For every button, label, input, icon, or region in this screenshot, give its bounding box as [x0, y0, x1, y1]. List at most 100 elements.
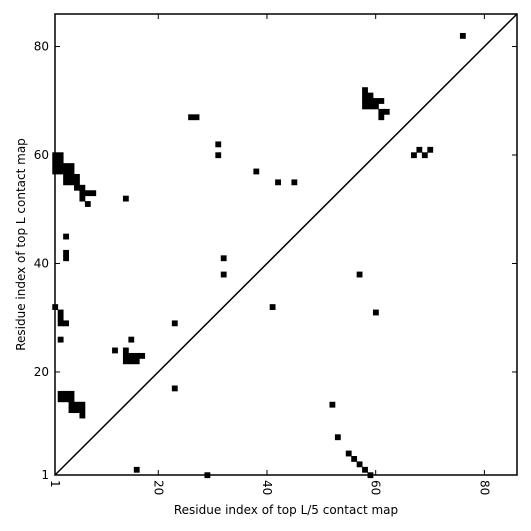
contact-point-upper [57, 390, 64, 397]
contact-point-upper [68, 401, 75, 408]
contact-point-upper [63, 255, 69, 262]
contact-point-upper [68, 407, 75, 414]
contact-point-upper [275, 179, 281, 186]
contact-point-upper [133, 352, 140, 359]
contact-point-upper [372, 309, 379, 316]
contact-point-lower [356, 461, 363, 468]
x-tick-label: 80 [477, 480, 491, 495]
contact-point-upper [215, 152, 222, 159]
contact-point-upper [57, 396, 64, 403]
contact-point-upper [139, 352, 146, 359]
contact-point-upper [367, 98, 374, 104]
contact-point-upper [63, 233, 69, 240]
contact-point-upper [122, 195, 129, 202]
y-tick-label: 1 [41, 468, 49, 482]
contact-point-upper [171, 385, 178, 392]
contact-point-upper [367, 103, 374, 110]
contact-point-upper [378, 108, 385, 115]
contact-point-upper [79, 401, 86, 408]
contact-point-upper [427, 146, 434, 153]
x-tick-label: 1 [48, 480, 62, 488]
contact-point-upper [362, 98, 368, 104]
x-tick-label: 20 [151, 480, 165, 495]
contact-point-upper [63, 249, 69, 256]
contact-point-upper [90, 190, 97, 197]
y-tick-label: 40 [34, 256, 49, 270]
data-points [52, 32, 466, 479]
contact-point-upper [68, 179, 75, 186]
x-axis-ticks: 1 20 40 60 80 [48, 14, 491, 495]
contact-point-upper [411, 152, 417, 159]
contact-point-upper [79, 407, 86, 414]
contact-point-upper [291, 179, 298, 186]
contact-point-upper [79, 195, 86, 202]
contact-point-upper [74, 401, 80, 408]
contact-point-lower [345, 450, 352, 457]
contact-point-upper [378, 114, 385, 121]
contact-point-upper [193, 114, 200, 121]
contact-point-upper [215, 141, 222, 148]
contact-point-upper [63, 168, 69, 175]
contact-point-upper [68, 173, 75, 180]
x-tick-label: 40 [260, 480, 274, 495]
contact-point-upper [74, 179, 80, 186]
contact-point-upper [128, 352, 135, 359]
y-axis-label: Residue index of top L contact map [14, 138, 28, 351]
contact-point-lower [362, 466, 368, 473]
contact-point-upper [416, 146, 423, 153]
contact-point-upper [63, 179, 69, 186]
contact-point-lower [334, 434, 341, 441]
contact-point-upper [57, 315, 64, 321]
contact-point-upper [68, 163, 75, 169]
contact-point-upper [63, 173, 69, 180]
contact-point-upper [362, 103, 368, 110]
contact-point-upper [220, 271, 227, 278]
contact-point-upper [74, 173, 80, 180]
y-axis-ticks: 1 20 40 60 80 [34, 40, 517, 482]
contact-point-upper [112, 347, 118, 354]
contact-point-upper [57, 163, 64, 169]
contact-point-upper [128, 336, 135, 343]
contact-point-upper [220, 255, 227, 262]
contact-point-upper [372, 98, 379, 104]
contact-point-upper [57, 320, 64, 327]
contact-point-upper [74, 407, 80, 414]
contact-point-upper [57, 152, 64, 159]
y-tick-label: 80 [34, 40, 49, 54]
contact-point-upper [63, 320, 69, 327]
contact-point-upper [269, 304, 276, 310]
contact-point-upper [68, 396, 75, 403]
contact-point-upper [383, 108, 390, 115]
x-tick-label: 60 [369, 480, 383, 495]
contact-point-upper [362, 87, 368, 94]
contact-point-upper [74, 184, 80, 191]
x-axis-label: Residue index of top L/5 contact map [174, 503, 398, 517]
contact-point-upper [372, 103, 379, 110]
contact-point-upper [79, 184, 86, 191]
y-tick-label: 60 [34, 148, 49, 162]
contact-point-upper [68, 390, 75, 397]
contact-point-upper [122, 352, 129, 359]
contact-point-upper [57, 336, 64, 343]
contact-point-upper [128, 358, 135, 365]
contact-point-upper [57, 309, 64, 316]
contact-point-upper [63, 163, 69, 169]
contact-point-upper [57, 168, 64, 175]
contact-point-upper [79, 412, 86, 419]
contact-point-lower [329, 401, 336, 408]
contact-point-upper [63, 396, 69, 403]
contact-point-upper [253, 168, 260, 175]
contact-point-upper [367, 92, 374, 99]
contact-point-upper [421, 152, 428, 159]
contact-point-upper [362, 92, 368, 99]
contact-point-upper [68, 168, 75, 175]
contact-point-upper [188, 114, 194, 121]
contact-point-upper [356, 271, 363, 278]
contact-point-upper [122, 347, 129, 354]
diagonal-line [54, 13, 518, 476]
contact-point-upper [459, 32, 466, 39]
contact-point-upper [133, 466, 140, 473]
contact-point-upper [171, 320, 178, 327]
contact-point-upper [122, 358, 129, 365]
